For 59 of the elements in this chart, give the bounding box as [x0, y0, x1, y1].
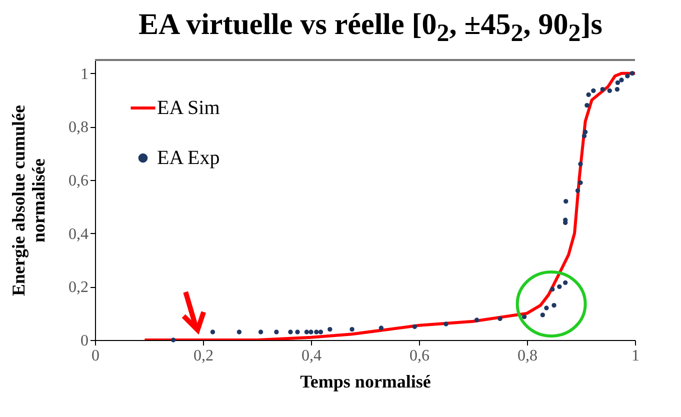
x-axis-title: Temps normalisé	[300, 372, 431, 392]
x-tick-label: 0,6	[410, 348, 430, 364]
point	[562, 280, 568, 286]
point	[582, 130, 588, 134]
point	[308, 330, 314, 334]
y-tick-label: 0,4	[68, 226, 88, 243]
point	[350, 326, 354, 332]
x-tick-label: 0	[92, 348, 100, 364]
point	[444, 322, 448, 326]
point	[575, 188, 580, 194]
point	[304, 330, 310, 334]
point	[258, 330, 264, 334]
point	[498, 316, 502, 322]
point	[586, 92, 591, 98]
point	[544, 306, 549, 310]
point	[584, 102, 590, 108]
point	[412, 324, 418, 330]
point	[474, 318, 480, 322]
x-tick-label: 0,8	[518, 348, 538, 364]
line-series	[143, 72, 635, 340]
point	[540, 312, 546, 318]
x-tick-label: 1	[632, 348, 640, 364]
point	[378, 326, 384, 330]
point	[328, 326, 332, 332]
point	[578, 162, 583, 166]
point	[522, 314, 527, 320]
y-tick-label: 1	[80, 66, 88, 83]
y-axis-title: Energie absolue cumulée normalisée	[8, 105, 48, 296]
point	[625, 74, 630, 78]
point	[564, 198, 568, 204]
x-tick-label: 0,4	[302, 348, 322, 364]
point	[295, 330, 300, 334]
point	[578, 180, 583, 186]
point	[552, 302, 556, 308]
y-tick-label: 0,8	[68, 119, 88, 136]
chart-title: EA virtuelle vs réelle [0$_{2}$, ±45$_{2}$, 90$_{2}$]s	[138, 7, 604, 49]
point	[318, 330, 324, 334]
point	[615, 80, 620, 86]
point	[600, 86, 605, 92]
y-tick-label: 0,6	[68, 172, 88, 190]
point	[591, 88, 596, 94]
legend-label: EA Exp	[157, 147, 220, 169]
point	[550, 286, 555, 292]
point	[619, 78, 624, 82]
point	[236, 330, 242, 334]
y-tick-label: 0	[80, 332, 88, 350]
point	[630, 70, 635, 76]
x-tick-label: 0,2	[194, 348, 214, 364]
point	[210, 330, 216, 334]
point	[607, 88, 612, 94]
y-tick-label: 0,2	[68, 279, 88, 296]
point	[557, 284, 562, 290]
point	[274, 330, 279, 334]
legend-label: EA Sim	[157, 97, 220, 119]
point	[314, 330, 319, 334]
point	[170, 338, 176, 342]
point	[288, 330, 293, 334]
point	[614, 86, 620, 92]
point	[582, 134, 587, 138]
